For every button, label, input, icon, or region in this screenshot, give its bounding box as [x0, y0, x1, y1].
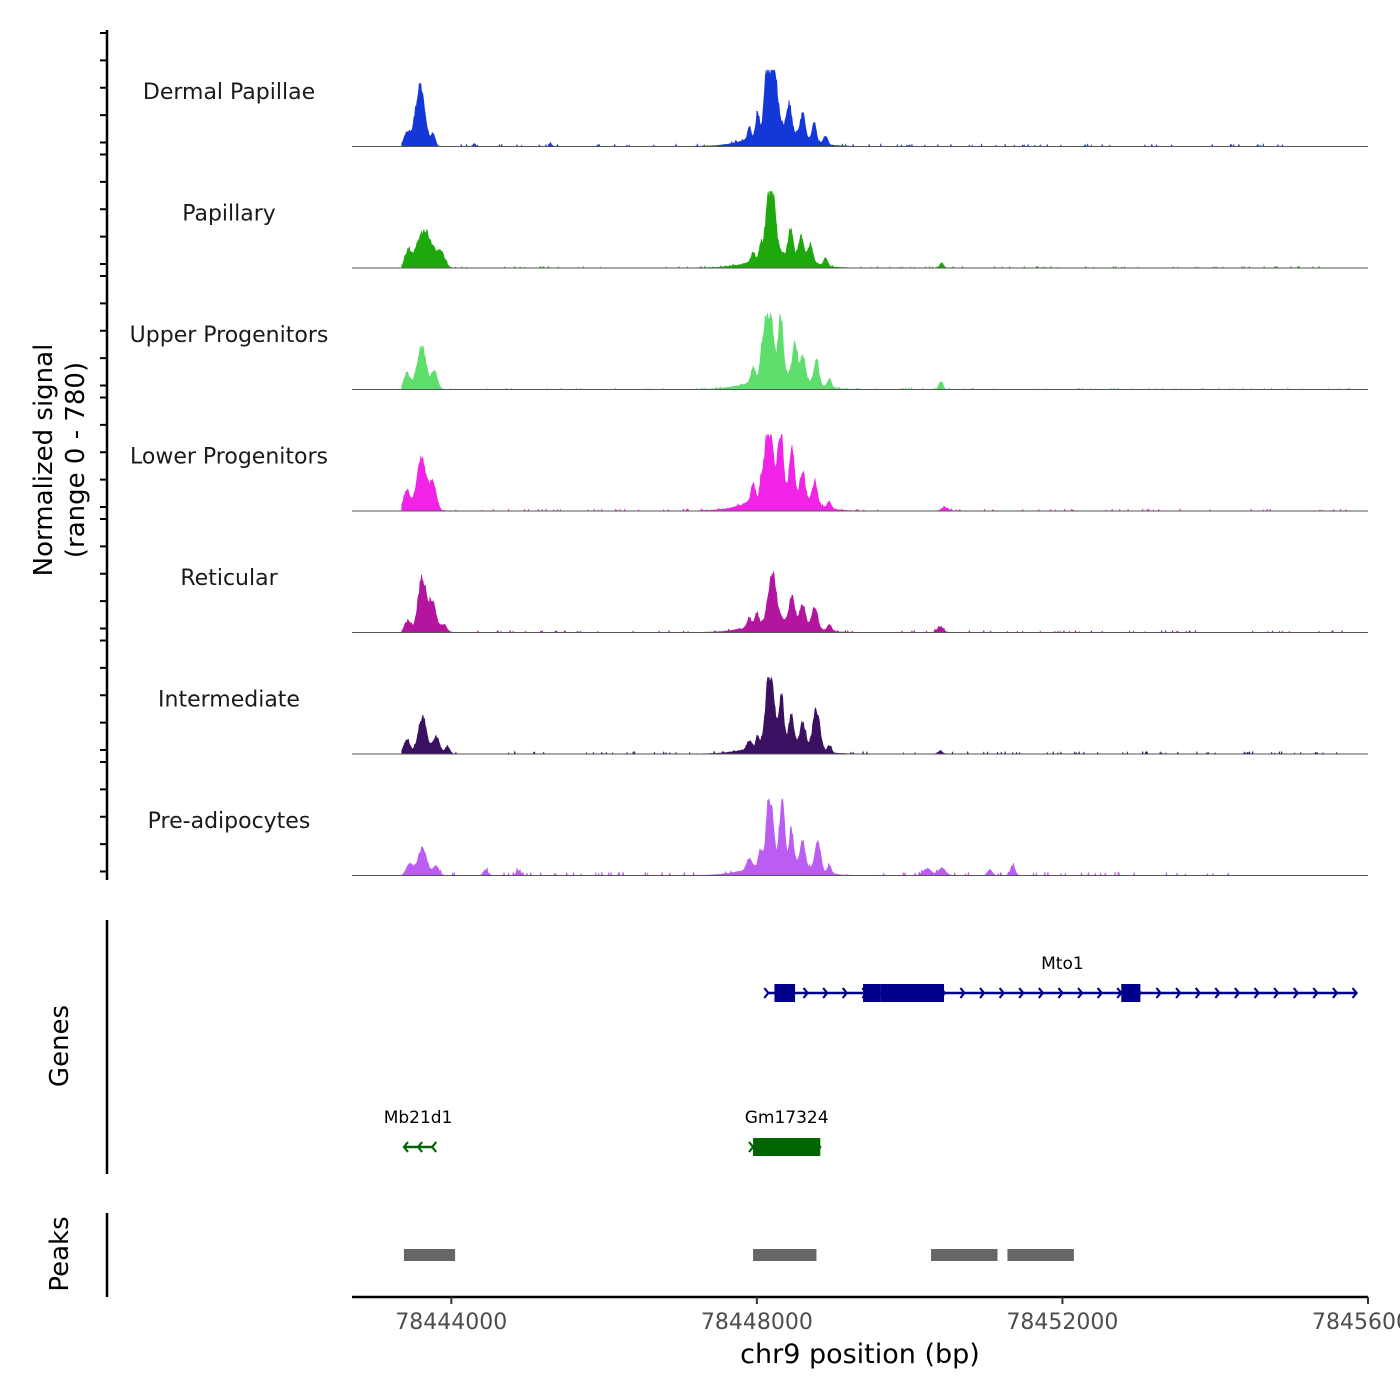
track-6: Intermediate: [158, 676, 1368, 755]
gene-exon: [753, 1138, 821, 1156]
x-tick-label: 78456000: [1312, 1310, 1400, 1335]
strand-arrow: [979, 987, 986, 999]
coverage-axis-ticks: [100, 32, 107, 873]
track-label: Dermal Papillae: [143, 80, 315, 105]
track-1: Dermal Papillae: [143, 69, 1368, 148]
strand-arrow: [416, 1141, 423, 1153]
peaks-panel: [403, 1249, 1074, 1261]
strand-arrow: [1194, 987, 1202, 999]
strand-arrow: [998, 987, 1006, 999]
peak-region: [1007, 1249, 1074, 1261]
gene-gm17324: Gm17324: [745, 1108, 829, 1156]
strand-arrow: [1234, 987, 1241, 999]
track-signal-area: [401, 312, 1361, 390]
strand-arrow: [1312, 987, 1319, 999]
y-axis-title-line1: Normalized signal: [29, 344, 59, 577]
track-label: Lower Progenitors: [130, 445, 328, 470]
strand-arrow: [430, 1141, 438, 1153]
strand-arrow: [1057, 987, 1064, 999]
strand-arrow: [1351, 987, 1358, 999]
x-tick-label: 78448000: [701, 1310, 813, 1335]
track-3: Upper Progenitors: [130, 312, 1368, 390]
gene-label: Mb21d1: [384, 1108, 453, 1128]
gene-mto1: Mto1: [763, 954, 1358, 1002]
track-5: Reticular: [180, 566, 1368, 633]
x-tick-label: 78444000: [395, 1310, 507, 1335]
gene-exon: [1121, 984, 1141, 1002]
strand-arrow: [1332, 987, 1339, 999]
track-2: Papillary: [182, 191, 1368, 269]
strand-arrow: [763, 987, 770, 999]
strand-arrow: [1253, 987, 1260, 999]
gene-exon: [915, 984, 945, 1002]
track-signal-area: [401, 191, 1361, 269]
strand-arrow: [1214, 987, 1221, 999]
strand-arrow: [748, 1141, 755, 1153]
genes-panel-title: Genes: [45, 1005, 75, 1087]
track-signal-area: [401, 798, 1361, 877]
peaks-panel-title: Peaks: [45, 1216, 75, 1291]
gene-mb21d1: Mb21d1: [384, 1108, 453, 1153]
track-label: Papillary: [182, 202, 276, 227]
strand-arrow: [959, 987, 966, 999]
gene-label: Gm17324: [745, 1108, 829, 1128]
strand-arrow: [1155, 987, 1162, 999]
track-label: Intermediate: [158, 688, 300, 713]
gene-exon: [863, 984, 881, 1002]
x-tick-label: 78452000: [1006, 1310, 1118, 1335]
track-signal-area: [401, 676, 1361, 755]
gene-label: Mto1: [1041, 954, 1084, 974]
strand-arrow: [802, 987, 809, 999]
strand-arrow: [1273, 987, 1280, 999]
strand-arrow: [822, 987, 829, 999]
x-axis-title: chr9 position (bp): [740, 1339, 980, 1370]
track-label: Upper Progenitors: [130, 323, 329, 348]
gene-exon: [880, 984, 916, 1002]
strand-arrow: [1018, 987, 1025, 999]
strand-arrow: [1077, 987, 1084, 999]
strand-arrow: [1037, 987, 1045, 999]
y-axis-title-line2: (range 0 - 780): [61, 362, 91, 558]
coverage-tracks: Dermal Papillae Papillary Upper Progenitor…: [130, 69, 1368, 877]
peak-region: [403, 1249, 456, 1261]
strand-arrow: [1292, 987, 1300, 999]
peak-region: [753, 1249, 817, 1261]
track-7: Pre-adipocytes: [148, 798, 1368, 877]
strand-arrow: [1175, 987, 1182, 999]
strand-arrow: [1096, 987, 1104, 999]
peak-region: [931, 1249, 998, 1261]
track-signal-area: [401, 571, 1361, 633]
genes-panel: Mto1 Mb21d1 Gm17324: [384, 954, 1358, 1156]
strand-arrow: [402, 1141, 409, 1153]
strand-arrow: [841, 987, 849, 999]
gene-exon: [774, 984, 796, 1002]
track-4: Lower Progenitors: [130, 433, 1368, 512]
track-signal-area: [401, 433, 1361, 512]
track-signal-area: [401, 69, 1361, 148]
track-label: Reticular: [180, 566, 278, 591]
track-label: Pre-adipocytes: [148, 809, 311, 834]
x-axis-ticks: 78444000 78448000 78452000 78456000: [395, 1297, 1400, 1335]
